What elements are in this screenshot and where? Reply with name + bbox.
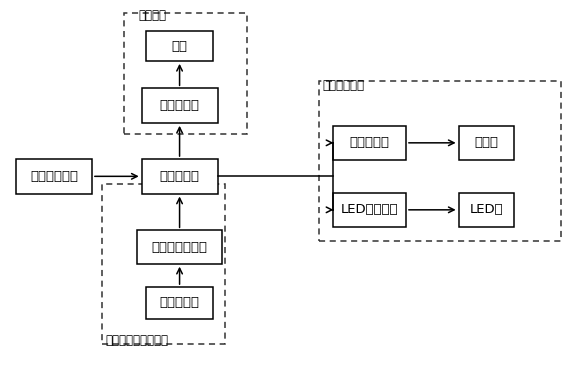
Text: 中央处理器: 中央处理器 (160, 170, 200, 183)
Bar (137, 230, 222, 264)
Text: LED灯: LED灯 (470, 203, 503, 216)
Bar (333, 193, 406, 226)
Text: 蜂鸣器: 蜂鸣器 (474, 136, 498, 149)
Text: 风机: 风机 (171, 39, 188, 53)
Bar (319, 81, 561, 242)
Text: 电源控制模块: 电源控制模块 (30, 170, 78, 183)
Bar (146, 287, 213, 319)
Text: 用户提醒模块: 用户提醒模块 (323, 79, 365, 92)
Bar (124, 12, 247, 134)
Bar (16, 159, 92, 194)
Text: LED灯控制器: LED灯控制器 (340, 203, 398, 216)
Text: 风机模块: 风机模块 (139, 9, 167, 22)
Bar (141, 159, 218, 194)
Bar (146, 31, 213, 61)
Bar (141, 88, 218, 123)
Text: 风机控制器: 风机控制器 (160, 99, 200, 112)
Text: 蜂鸣控制器: 蜂鸣控制器 (349, 136, 389, 149)
Bar (458, 126, 514, 160)
Bar (458, 193, 514, 226)
Bar (102, 184, 225, 344)
Text: 震动传感器: 震动传感器 (160, 296, 200, 309)
Bar (333, 126, 406, 160)
Text: 信号收集一分析模块: 信号收集一分析模块 (106, 334, 168, 347)
Text: 震动感应处理器: 震动感应处理器 (151, 240, 208, 254)
